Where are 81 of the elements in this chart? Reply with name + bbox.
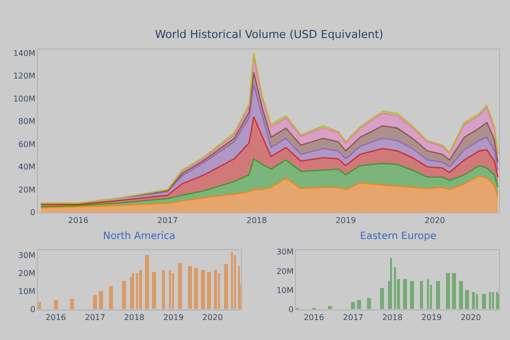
bar <box>132 272 134 309</box>
x-tick-label: 2018 <box>382 312 403 322</box>
bar <box>472 292 476 309</box>
bar <box>172 272 174 309</box>
bar <box>38 302 41 309</box>
bar <box>482 294 486 309</box>
bar <box>136 272 138 309</box>
y-tick-label: 100M <box>13 94 36 104</box>
y-tick-label: 30M <box>276 248 294 257</box>
x-tick-label: 2017 <box>157 216 178 225</box>
bar <box>145 254 149 309</box>
bar <box>367 298 372 309</box>
bar <box>489 292 492 309</box>
bar <box>152 272 156 309</box>
x-tick-label: 2019 <box>421 312 442 322</box>
bar <box>70 298 74 309</box>
bar <box>54 300 58 309</box>
bar <box>390 258 392 309</box>
x-tick-label: 2018 <box>124 312 144 322</box>
bar <box>436 280 440 309</box>
x-tick-label: 2020 <box>424 216 445 225</box>
bar <box>224 264 228 309</box>
bar <box>476 294 478 309</box>
bar <box>109 286 113 309</box>
bar <box>465 290 470 309</box>
bar <box>194 268 198 309</box>
x-tick-label: 2019 <box>163 312 184 322</box>
y-tick-label: 140M <box>13 48 36 58</box>
bar <box>99 290 103 309</box>
bar <box>188 266 192 309</box>
bar <box>492 292 494 309</box>
y-tick-label: 10M <box>18 287 36 296</box>
bar <box>410 280 414 309</box>
bar <box>93 294 97 309</box>
x-tick-label: 2018 <box>246 216 267 225</box>
chart-title: World Historical Volume (USD Equivalent) <box>155 28 384 41</box>
bar <box>380 288 384 309</box>
x-tick-label: 2016 <box>46 312 66 322</box>
x-tick-label: 2020 <box>202 312 223 322</box>
y-tick-label: 40M <box>18 162 36 172</box>
bar <box>178 262 182 309</box>
bar <box>234 254 236 309</box>
y-tick-label: 20M <box>18 269 36 278</box>
y-tick-label: 120M <box>13 72 36 81</box>
y-tick-label: 30M <box>18 251 36 260</box>
y-tick-label: 20M <box>276 266 294 276</box>
y-tick-label: 0 <box>30 305 36 314</box>
bar <box>169 270 171 309</box>
bar <box>231 252 233 309</box>
bar <box>420 280 424 309</box>
bar <box>218 272 220 309</box>
bar <box>357 300 362 309</box>
x-tick-label: 2017 <box>84 312 106 322</box>
chart-title: North America <box>103 231 176 242</box>
bar <box>207 272 211 309</box>
bar <box>459 280 464 309</box>
bar <box>427 278 430 309</box>
bar <box>139 270 142 309</box>
bar <box>452 272 456 309</box>
y-tick-label: 0 <box>30 208 36 218</box>
bar <box>122 280 126 309</box>
y-tick-label: 10M <box>276 286 294 295</box>
y-tick-label: 60M <box>18 140 36 149</box>
x-tick-label: 2020 <box>460 312 481 322</box>
x-tick-label: 2017 <box>343 312 364 322</box>
y-tick-label: 80M <box>18 117 36 126</box>
x-tick-label: 2019 <box>336 216 356 225</box>
y-tick-label: 20M <box>18 185 36 194</box>
bar <box>403 278 408 309</box>
y-tick-label: 0 <box>288 305 294 314</box>
bar <box>328 306 332 309</box>
bar <box>162 270 165 309</box>
bar <box>214 270 217 309</box>
bar <box>394 266 396 309</box>
x-tick-label: 2016 <box>68 216 88 225</box>
bar <box>201 270 205 309</box>
bar <box>351 302 356 309</box>
chart-title: Eastern Europe <box>360 231 436 242</box>
bar <box>446 272 450 309</box>
x-tick-label: 2016 <box>304 312 324 322</box>
bar <box>130 276 132 309</box>
